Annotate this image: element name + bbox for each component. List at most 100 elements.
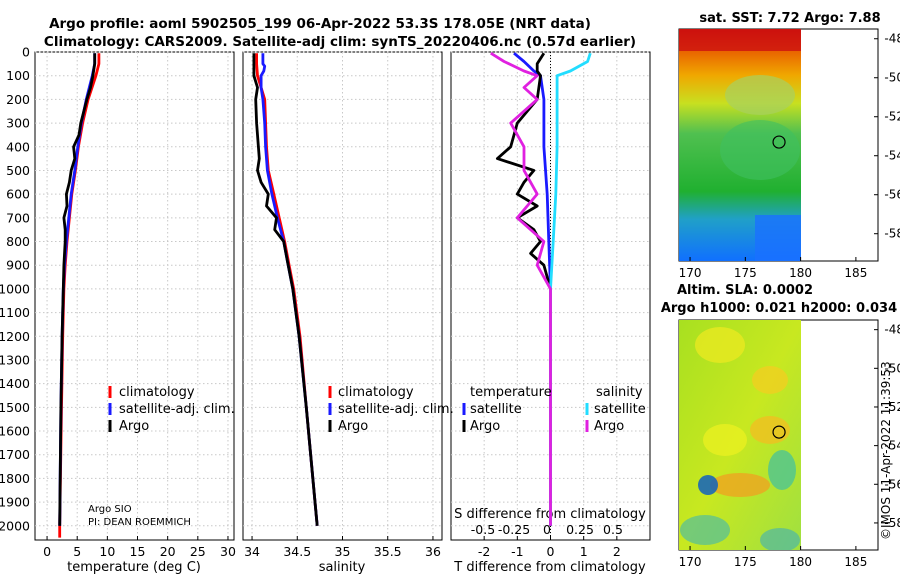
- legend-title-temperature: temperature: [470, 385, 552, 400]
- map-x-tick-label: 175: [734, 555, 757, 569]
- sla-map-title-line-1: Altim. SLA: 0.0002: [677, 283, 813, 298]
- credit-pi: PI: DEAN ROEMMICH: [88, 517, 191, 528]
- x-top-tick-label: 0.25: [566, 522, 594, 537]
- depth-tick-label: 1500: [0, 400, 30, 415]
- legend-label-climatology: climatology: [119, 385, 195, 400]
- salinity-axis-label: salinity: [319, 560, 366, 575]
- legend-label-sal-satellite: satellite: [594, 402, 646, 417]
- sla-anomaly-2: [752, 366, 788, 394]
- sst-map-title: sat. SST: 7.72 Argo: 7.88: [699, 11, 880, 26]
- sst-map-cool-eddy: [720, 120, 800, 180]
- x-tick-label: 34.5: [283, 544, 311, 559]
- map-y-tick-label: -48: [884, 323, 900, 337]
- x-tick-label: 30: [220, 544, 236, 559]
- depth-tick-label: 2000: [0, 518, 30, 533]
- x-tick-label: 34: [244, 544, 260, 559]
- x-top-tick-label: -0.5: [471, 522, 495, 537]
- x-tick-label: 36: [425, 544, 441, 559]
- sst-map-field: [679, 29, 801, 261]
- map-x-tick-label: 185: [844, 266, 867, 280]
- series-line-argo: [252, 53, 319, 526]
- temperature-grid: [35, 51, 234, 540]
- legend-label-satellite-adj: satellite-adj. clim.: [338, 402, 454, 417]
- map-x-tick-label: 185: [844, 555, 867, 569]
- x-tick-label: 10: [99, 544, 115, 559]
- map-y-tick-label: -58: [884, 227, 900, 241]
- depth-tick-label: 1200: [0, 329, 30, 344]
- temperature-axis-label: temperature (deg C): [67, 560, 201, 575]
- x-tick-label: 20: [160, 544, 176, 559]
- salinity-grid: [243, 51, 442, 540]
- map-x-tick-label: 180: [789, 555, 812, 569]
- x-tick-label: 25: [190, 544, 206, 559]
- depth-tick-label: 1800: [0, 471, 30, 486]
- depth-tick-label: 1100: [0, 305, 30, 320]
- x-tick-label: 35.5: [374, 544, 402, 559]
- credit-float-owner: Argo SIO: [88, 504, 132, 515]
- x-tick-label: 0: [43, 544, 51, 559]
- x-tick-label: 0: [547, 544, 555, 559]
- series-line-argo: [58, 53, 97, 526]
- series-line-temperature-satellite: [513, 52, 552, 526]
- depth-tick-label: 1000: [0, 281, 30, 296]
- depth-tick-label: 1300: [0, 352, 30, 367]
- map-y-tick-label: -54: [884, 149, 900, 163]
- sst-map-cold-area: [755, 215, 801, 261]
- sla-anomaly-5: [710, 473, 770, 497]
- depth-tick-label: 700: [6, 210, 30, 225]
- salinity-series: [252, 53, 319, 526]
- series-line-temperature-argo: [495, 52, 552, 526]
- imos-timestamp: ©IMOS 11-Apr-2022 11:39:53: [879, 361, 893, 540]
- legend-label-argo: Argo: [338, 419, 368, 434]
- sla-map-title-line-2: Argo h1000: 0.021 h2000: 0.034: [661, 301, 897, 316]
- map-y-tick-label: -56: [884, 188, 900, 202]
- map-y-tick-label: -56: [884, 477, 900, 491]
- depth-tick-label: 500: [6, 163, 30, 178]
- x-top-tick-label: 0.5: [603, 522, 623, 537]
- salinity-difference-tick-labels: -0.5 -0.25 0 0.25 0.5: [471, 522, 623, 537]
- depth-tick-label: 400: [6, 139, 30, 154]
- map-y-tick-label: -52: [884, 110, 900, 124]
- difference-series: [490, 52, 592, 526]
- difference-axis-label: T difference from climatology: [453, 560, 646, 575]
- map-x-tick-label: 180: [789, 266, 812, 280]
- sla-argo-position-marker: [772, 425, 786, 439]
- depth-tick-label: 300: [6, 116, 30, 131]
- x-tick-label: 35: [335, 544, 351, 559]
- difference-legend: temperature salinity satellite Argo sate…: [462, 385, 646, 434]
- legend-label-temp-satellite: satellite: [470, 402, 522, 417]
- depth-tick-label: 900: [6, 258, 30, 273]
- legend-label-temp-argo: Argo: [470, 419, 500, 434]
- x-tick-label: -2: [478, 544, 490, 559]
- x-tick-label: 15: [130, 544, 146, 559]
- sla-map-field: [679, 320, 801, 550]
- temperature-plot-frame: [34, 51, 235, 541]
- sst-map-warm-patch: [725, 75, 795, 115]
- temperature-tick-labels: 0 5 10 15 20 25 30: [43, 544, 236, 559]
- x-top-tick-label: 0: [543, 522, 551, 537]
- sst-map-warm-band: [679, 29, 801, 51]
- sst-argo-position-marker: [772, 135, 786, 149]
- depth-tick-label: 800: [6, 234, 30, 249]
- map-x-tick-label: 170: [679, 555, 702, 569]
- title-line-2: Climatology: CARS2009. Satellite-adj cli…: [44, 34, 636, 50]
- x-tick-label: 5: [73, 544, 81, 559]
- legend-label-satellite-adj: satellite-adj. clim.: [119, 402, 235, 417]
- map-y-tick-label: -48: [884, 32, 900, 46]
- series-line-salinity-argo: [490, 52, 552, 526]
- x-tick-label: -1: [511, 544, 523, 559]
- map-y-tick-label: -50: [884, 71, 900, 85]
- salinity-tick-labels: 34 34.5 35 35.5 36: [244, 544, 441, 559]
- legend-label-argo: Argo: [119, 419, 149, 434]
- map-x-tick-label: 175: [734, 266, 757, 280]
- title-line-1: Argo profile: aoml 5902505_199 06-Apr-20…: [49, 16, 591, 32]
- x-tick-label: 2: [613, 544, 621, 559]
- sla-anomaly-8: [680, 515, 730, 545]
- x-tick-label: 1: [580, 544, 588, 559]
- salinity-legend: climatology satellite-adj. clim. Argo: [328, 385, 454, 434]
- depth-tick-label: 1600: [0, 424, 30, 439]
- depth-tick-label: 1700: [0, 447, 30, 462]
- map-y-tick-label: -52: [884, 400, 900, 414]
- sst-map-axes: 170 175 180 185 -48 -50 -52 -54 -56 -58: [679, 32, 900, 280]
